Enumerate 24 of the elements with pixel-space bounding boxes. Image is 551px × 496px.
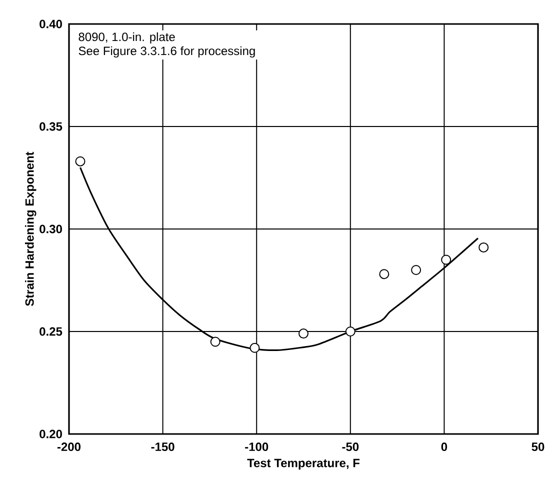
y-axis-title: Strain Hardening Exponent xyxy=(25,152,36,306)
y-tick-label: 0.30 xyxy=(40,224,62,234)
point xyxy=(345,326,356,336)
y-tick-label: 0.25 xyxy=(40,327,62,336)
point xyxy=(441,254,452,265)
x-tick-label: -150 xyxy=(151,442,174,452)
y-tick-label: 0.40 xyxy=(40,20,62,28)
point xyxy=(411,265,422,275)
x-tick-label: -50 xyxy=(342,442,359,452)
point xyxy=(379,269,390,280)
x-tick-label: -200 xyxy=(57,442,81,452)
point xyxy=(478,242,489,252)
y-tick-label: 0.20 xyxy=(40,430,62,438)
point xyxy=(210,336,220,347)
x-tick-label: 0 xyxy=(441,442,448,452)
point xyxy=(250,342,260,353)
x-tick-label: -100 xyxy=(245,442,268,452)
x-tick-label: 50 xyxy=(532,442,544,452)
annotation: See Figure 3.3.1.6 for processing xyxy=(78,46,255,58)
x-axis-title: Test Temperature, F xyxy=(247,458,360,470)
y-tick-label: 0.35 xyxy=(40,122,62,131)
point xyxy=(298,328,309,339)
annotation: 8090, 1.0-in. plate xyxy=(78,32,175,44)
point xyxy=(75,156,86,166)
